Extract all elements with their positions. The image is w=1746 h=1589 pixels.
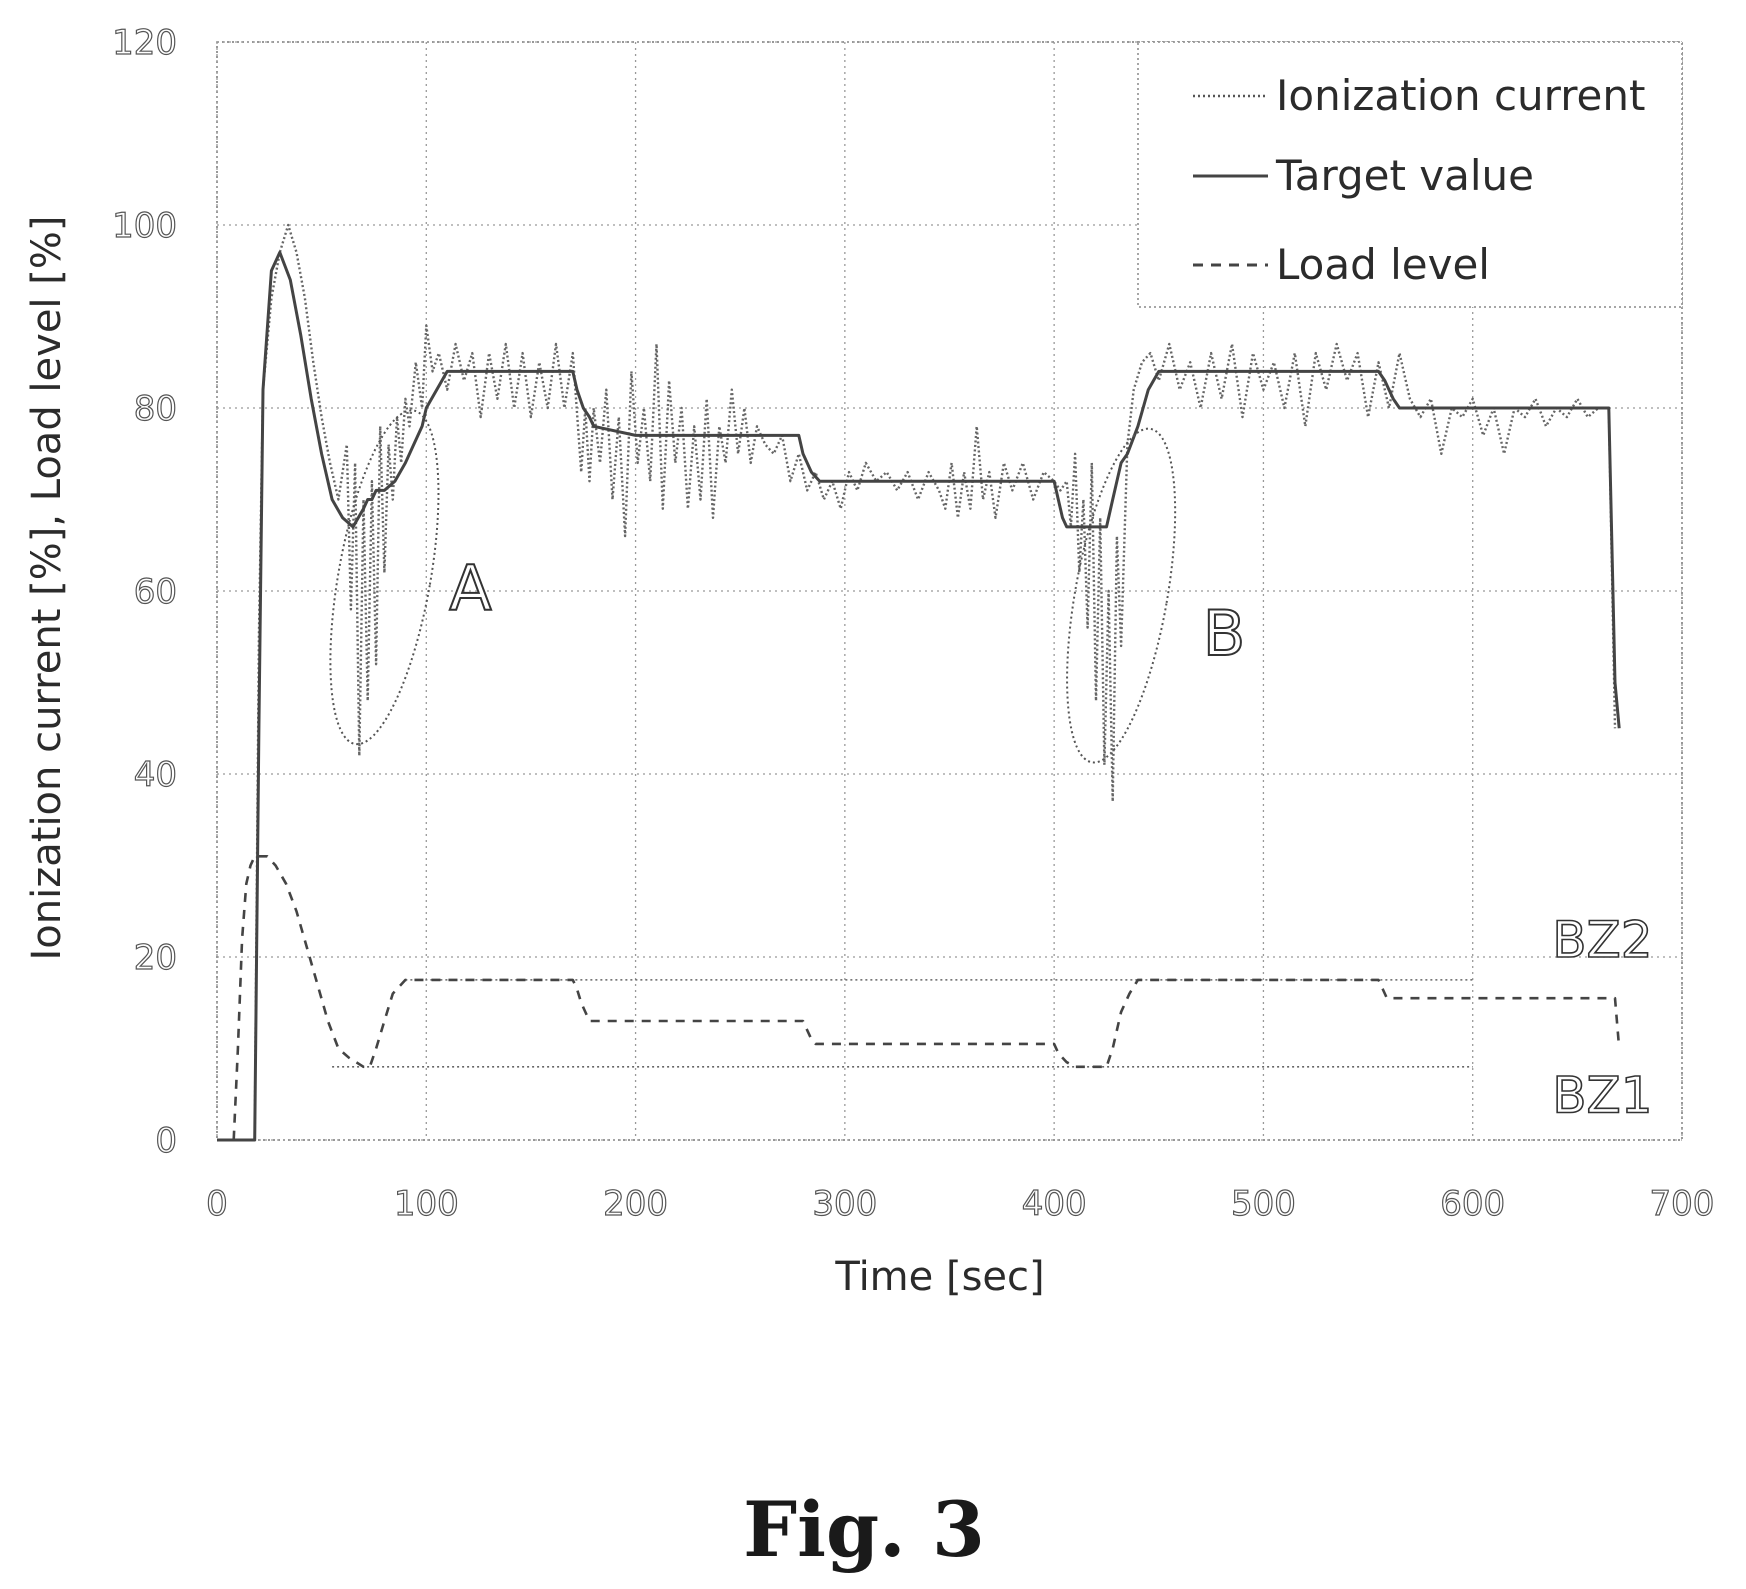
legend: Ionization current Target value Load lev… (1137, 41, 1683, 308)
x-tick-label: 600 (1440, 1184, 1505, 1224)
zone-lines (332, 979, 1473, 1068)
annotation-a: A (449, 551, 491, 624)
series-target-value (217, 250, 1621, 1142)
legend-label-ionization-current: Ionization current (1276, 71, 1645, 120)
annotation-bz1: BZ1 (1552, 1067, 1652, 1125)
y-tick-label: 80 (134, 389, 177, 429)
y-tick-label: 40 (134, 755, 177, 795)
highlight-ellipses (329, 409, 1177, 764)
ellipse-b (1066, 427, 1177, 764)
annotations: A B BZ2 BZ1 (448, 550, 1653, 1125)
y-tick-label: 20 (134, 938, 177, 978)
y-axis-title: Ionization current [%], Load level [%] (24, 216, 70, 961)
figure-caption: Fig. 3 (743, 1485, 985, 1574)
y-tick-label: 0 (155, 1121, 177, 1161)
ellipse-a (329, 409, 440, 746)
annotation-bz2: BZ2 (1552, 911, 1652, 969)
data-series (217, 223, 1621, 1142)
x-tick-label: 100 (394, 1184, 459, 1224)
tick-labels: 0 100 200 300 400 500 600 700 0 20 40 60 80 100 120 (111, 22, 1715, 1224)
series-load-level (217, 854, 1621, 1142)
x-tick-label: 700 (1650, 1184, 1715, 1224)
x-tick-label: 0 (206, 1184, 228, 1224)
y-tick-label: 120 (112, 23, 177, 63)
x-tick-label: 400 (1022, 1184, 1087, 1224)
y-tick-label: 100 (112, 206, 177, 246)
annotation-b: B (1203, 597, 1246, 670)
x-axis-title: Time [sec] (834, 1254, 1044, 1300)
grid (216, 41, 1683, 1141)
series-ionization-current (217, 223, 1617, 1142)
x-tick-label: 500 (1231, 1184, 1296, 1224)
x-tick-label: 300 (812, 1184, 877, 1224)
x-tick-label: 200 (603, 1184, 668, 1224)
legend-label-load-level: Load level (1276, 240, 1490, 289)
legend-label-target-value: Target value (1275, 151, 1534, 200)
y-tick-label: 60 (134, 572, 177, 612)
